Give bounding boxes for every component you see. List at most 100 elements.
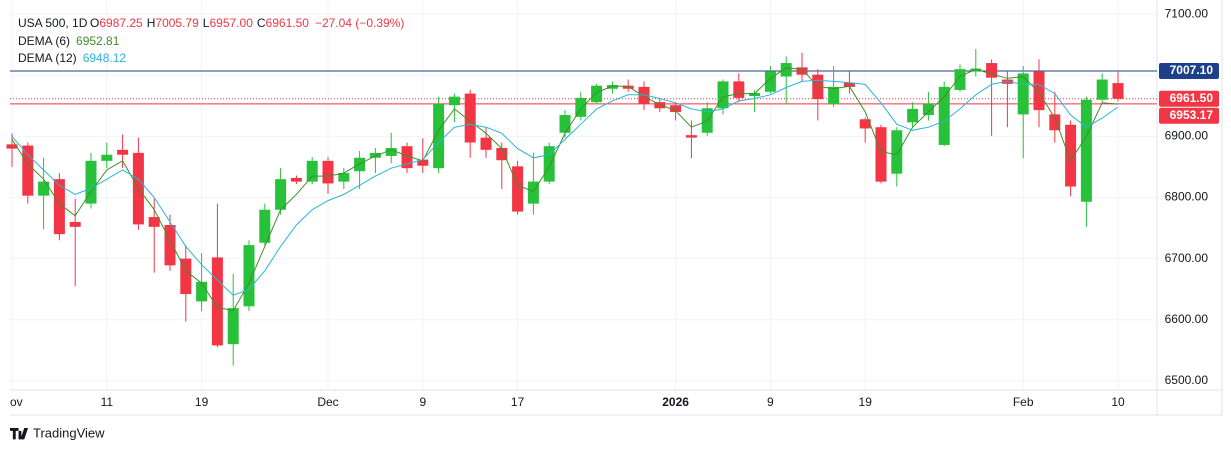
candle-body: [401, 146, 413, 169]
legend-name: DEMA (6): [18, 34, 70, 48]
candle-body: [196, 281, 208, 302]
candle-body: [227, 308, 239, 345]
legend-value: 6952.81: [76, 34, 120, 48]
candle-body: [1033, 71, 1045, 111]
candle-body: [749, 93, 761, 97]
plot: [6, 49, 1157, 366]
candle-body: [764, 71, 776, 92]
price-label: 6961.50: [1170, 91, 1214, 105]
ohlc-label: L: [203, 16, 210, 30]
candle-body: [1065, 124, 1077, 187]
candle-body: [907, 108, 919, 123]
x-tick-label: 9: [767, 395, 774, 409]
ohlc-label: C: [257, 16, 266, 30]
candle-body: [527, 181, 539, 204]
candle-body: [591, 85, 603, 103]
x-tick-label: ov: [10, 395, 23, 409]
legend-dema6: DEMA (6) 6952.81: [18, 34, 120, 48]
candle-body: [496, 148, 508, 161]
candle-body: [354, 157, 366, 172]
candle-body: [954, 69, 966, 90]
x-tick-label: 19: [195, 395, 209, 409]
candle-body: [480, 137, 492, 150]
ohlc-value: 6957.00: [209, 16, 253, 30]
y-tick-label: 6700.00: [1165, 251, 1209, 265]
candle-body: [85, 160, 97, 204]
price-label-box: [1159, 90, 1219, 107]
candle-body: [559, 115, 571, 133]
x-tick-label: 17: [511, 395, 525, 409]
candle-body: [306, 160, 318, 182]
candle-body: [290, 177, 302, 182]
candle-body: [1096, 79, 1108, 100]
x-tick-label: 19: [859, 395, 873, 409]
candle-body: [275, 179, 287, 210]
candle-body: [638, 86, 650, 104]
y-tick-label: 6500.00: [1165, 373, 1209, 387]
price-label-box: [1159, 62, 1219, 79]
y-tick-label: 6600.00: [1165, 312, 1209, 326]
dema-line: [11, 67, 1119, 312]
candle-body: [53, 179, 65, 235]
y-tick-label: 7100.00: [1165, 6, 1209, 20]
candle-body: [1112, 83, 1124, 99]
candle-body: [970, 68, 982, 72]
candle-body: [322, 160, 334, 184]
candle-body: [433, 104, 445, 169]
legend-dema12: DEMA (12) 6948.12: [18, 51, 126, 65]
candle-body: [22, 145, 34, 196]
ohlc-header: O6987.25 H7005.79 L6957.00 C6961.50 −27.04 (…: [90, 16, 404, 30]
candle-body: [448, 96, 460, 106]
candle-body: [622, 85, 634, 89]
candle-body: [101, 154, 113, 161]
candle-body: [148, 217, 160, 227]
candle-body: [117, 149, 129, 155]
candle-body: [180, 258, 192, 295]
legend-value: 6948.12: [83, 51, 127, 65]
candle-body: [922, 104, 934, 115]
candle-body: [369, 152, 381, 158]
dema-line: [11, 79, 1119, 296]
candle-body: [717, 81, 729, 109]
candle-body: [733, 81, 745, 98]
y-tick-label: 6800.00: [1165, 190, 1209, 204]
x-tick-label: Dec: [317, 395, 338, 409]
price-label-box: [1159, 107, 1219, 124]
candle-body: [243, 245, 255, 307]
candle-body: [417, 159, 429, 166]
candle-body: [543, 146, 555, 182]
candle-body: [828, 86, 840, 104]
candle-body: [1049, 114, 1061, 131]
candle-body: [780, 63, 792, 77]
candle-body: [211, 257, 223, 346]
x-tick-label: 9: [419, 395, 426, 409]
candle-body: [685, 135, 697, 138]
price-label: 6953.17: [1170, 108, 1214, 122]
candle-body: [606, 85, 618, 89]
candle-body: [575, 97, 587, 117]
ohlc-label: O: [90, 16, 99, 30]
candle-body: [1017, 73, 1029, 115]
logo: [10, 428, 29, 440]
candle-body: [812, 74, 824, 100]
candle-body: [938, 86, 950, 145]
candle-body: [891, 130, 903, 174]
brand: TradingView: [33, 425, 105, 440]
candle-body: [1080, 99, 1092, 202]
candle-body: [986, 63, 998, 78]
price-label: 7007.10: [1170, 63, 1214, 77]
candle-body: [464, 93, 476, 143]
ohlc-value: 7005.79: [155, 16, 199, 30]
candle-body: [796, 67, 808, 75]
ohlc-value: 6961.50: [266, 16, 310, 30]
candle-body: [338, 173, 350, 182]
candle-body: [875, 127, 887, 182]
ohlc-value: 6987.25: [99, 16, 143, 30]
candle-body: [670, 105, 682, 112]
y-tick-label: 6900.00: [1165, 129, 1209, 143]
change: −27.04 (−0.39%): [315, 16, 404, 30]
candle-body: [6, 144, 18, 149]
ohlc-label: H: [147, 16, 156, 30]
candle-body: [385, 148, 397, 156]
